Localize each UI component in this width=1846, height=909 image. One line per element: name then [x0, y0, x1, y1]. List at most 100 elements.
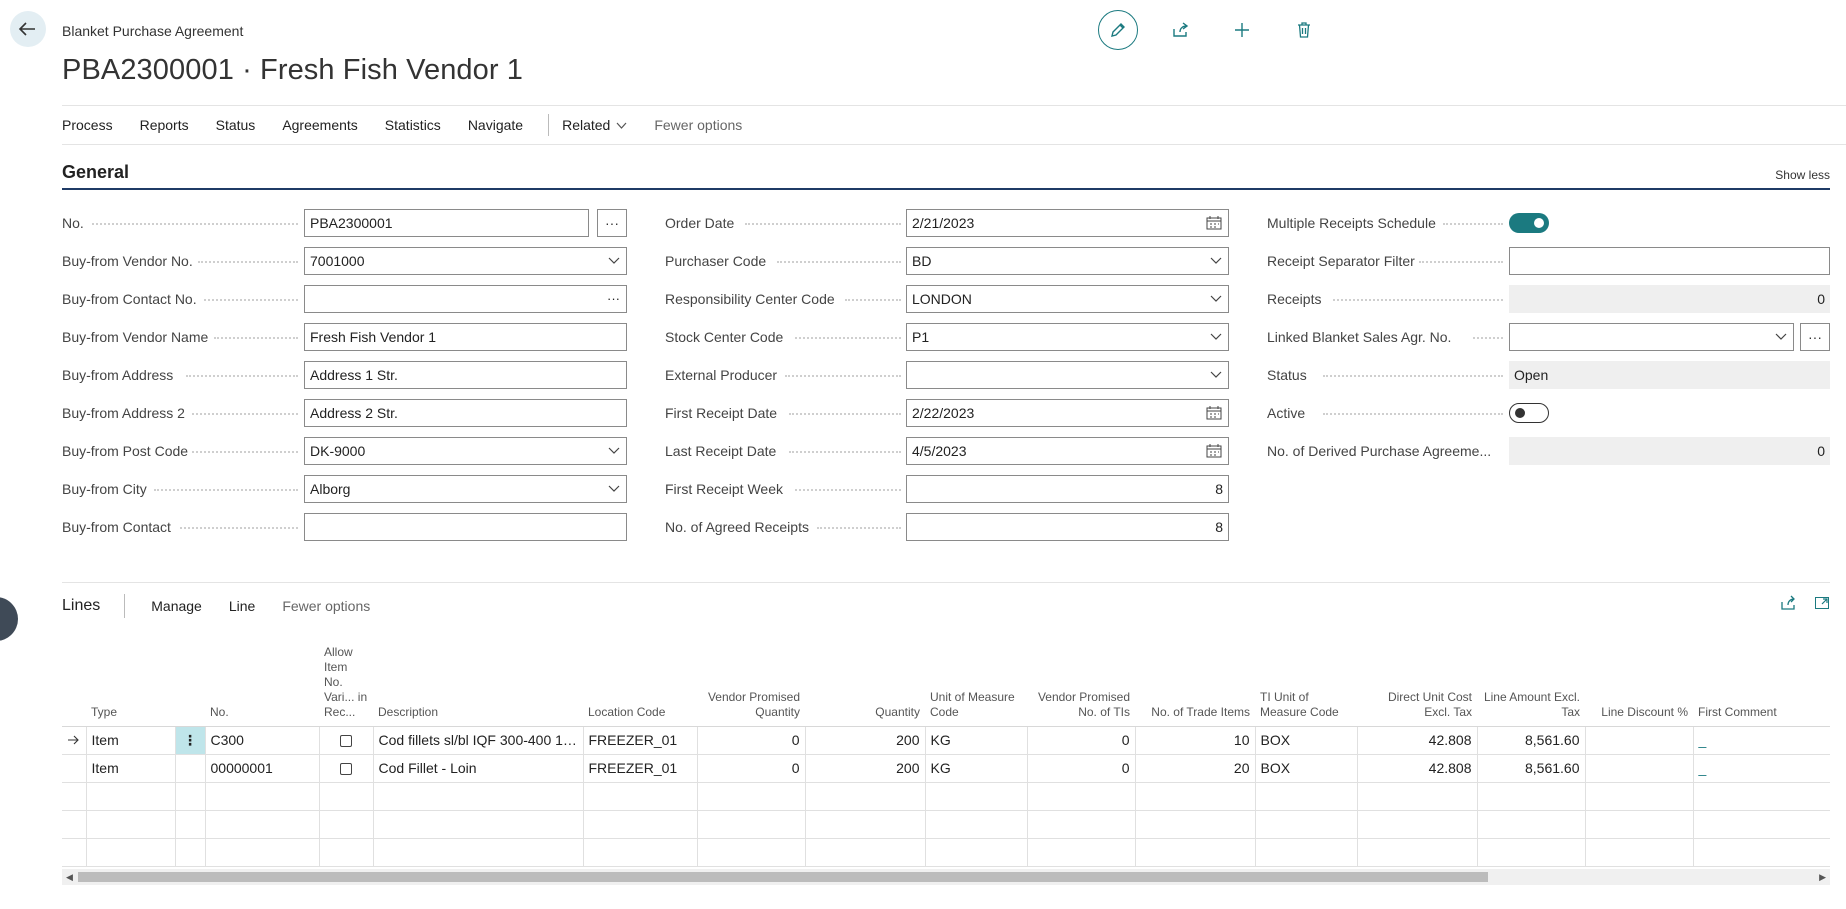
empty-cell[interactable] — [1135, 782, 1256, 811]
first-receipt-date-input[interactable]: 2/22/2023 — [906, 399, 1229, 427]
multiple-receipts-schedule-toggle[interactable] — [1509, 213, 1549, 233]
cell-quantity[interactable]: 200 — [805, 726, 926, 755]
cell-vendor-tis[interactable]: 0 — [1027, 754, 1136, 783]
show-less-button[interactable]: Show less — [1775, 168, 1830, 182]
share-icon[interactable] — [1780, 595, 1796, 614]
col-header-description[interactable]: Description — [373, 628, 583, 727]
empty-cell[interactable] — [805, 838, 926, 867]
empty-cell[interactable] — [583, 838, 698, 867]
empty-cell[interactable] — [1693, 838, 1830, 867]
cell-ti-uom[interactable]: BOX — [1255, 726, 1358, 755]
empty-cell[interactable] — [925, 838, 1028, 867]
empty-row[interactable] — [62, 810, 1830, 839]
cell-no[interactable]: 00000001 — [205, 754, 320, 783]
cell-first-comment[interactable]: _ — [1693, 754, 1830, 783]
empty-cell[interactable] — [175, 782, 206, 811]
empty-cell[interactable] — [205, 782, 320, 811]
empty-cell[interactable] — [1693, 782, 1830, 811]
col-header-line-amount[interactable]: Line Amount Excl. Tax — [1477, 628, 1585, 727]
empty-cell[interactable] — [175, 838, 206, 867]
horizontal-scrollbar[interactable]: ◀ ▶ — [62, 869, 1830, 885]
cell-no[interactable]: C300 — [205, 726, 320, 755]
empty-cell[interactable] — [1027, 782, 1136, 811]
no-assist-button[interactable]: ··· — [597, 209, 627, 237]
scroll-right-icon[interactable]: ▶ — [1819, 872, 1826, 882]
empty-cell[interactable] — [373, 782, 584, 811]
cell-discount[interactable] — [1585, 726, 1694, 755]
purchaser-code-select[interactable]: BD — [906, 247, 1229, 275]
col-header-allow-variant[interactable]: Allow Item No. Vari... in Rec... — [319, 628, 373, 727]
cell-line-amount[interactable]: 8,561.60 — [1477, 754, 1586, 783]
empty-cell[interactable] — [175, 810, 206, 839]
cell-line-amount[interactable]: 8,561.60 — [1477, 726, 1586, 755]
new-button[interactable] — [1222, 10, 1262, 50]
expand-icon[interactable] — [1814, 595, 1830, 614]
contact-input[interactable] — [304, 513, 627, 541]
order-date-input[interactable]: 2/21/2023 — [906, 209, 1229, 237]
menu-agreements[interactable]: Agreements — [282, 117, 358, 133]
empty-cell[interactable] — [1255, 810, 1358, 839]
post-code-select[interactable]: DK-9000 — [304, 437, 627, 465]
cell-quantity[interactable]: 200 — [805, 754, 926, 783]
calendar-icon[interactable] — [1206, 400, 1222, 426]
first-receipt-week-input[interactable]: 8 — [906, 475, 1229, 503]
menu-related[interactable]: Related — [562, 117, 627, 133]
empty-cell[interactable] — [697, 810, 806, 839]
receipt-separator-filter-input[interactable] — [1509, 247, 1830, 275]
cell-allow-variant[interactable] — [319, 754, 374, 783]
col-header-ti-uom[interactable]: TI Unit of Measure Code — [1255, 628, 1357, 727]
lines-line-button[interactable]: Line — [228, 597, 256, 614]
cell-vendor-tis[interactable]: 0 — [1027, 726, 1136, 755]
cell-unit-cost[interactable]: 42.808 — [1357, 726, 1478, 755]
empty-cell[interactable] — [1027, 838, 1136, 867]
allow-variant-checkbox[interactable] — [340, 763, 352, 776]
calendar-icon[interactable] — [1206, 210, 1222, 236]
empty-cell[interactable] — [1357, 782, 1478, 811]
empty-cell[interactable] — [1135, 838, 1256, 867]
cell-description[interactable]: Cod Fillet - Loin — [373, 754, 584, 783]
col-header-uom[interactable]: Unit of Measure Code — [925, 628, 1027, 727]
col-header-unit-cost[interactable]: Direct Unit Cost Excl. Tax — [1357, 628, 1477, 727]
empty-cell[interactable] — [1255, 838, 1358, 867]
empty-cell[interactable] — [583, 810, 698, 839]
col-header-location[interactable]: Location Code — [583, 628, 697, 727]
empty-cell[interactable] — [1135, 810, 1256, 839]
empty-cell[interactable] — [319, 782, 374, 811]
col-header-trade-items[interactable]: No. of Trade Items — [1135, 628, 1255, 727]
col-header-no[interactable]: No. — [205, 628, 319, 727]
empty-cell[interactable] — [925, 782, 1028, 811]
col-header-quantity[interactable]: Quantity — [805, 628, 925, 727]
table-row[interactable]: Item ⋮ C300 Cod fillets sl/bl IQF 300-40… — [62, 726, 1830, 755]
cell-first-comment[interactable]: _ — [1693, 726, 1830, 755]
empty-cell[interactable] — [1255, 782, 1358, 811]
stock-center-select[interactable]: P1 — [906, 323, 1229, 351]
empty-cell[interactable] — [319, 810, 374, 839]
empty-cell[interactable] — [697, 838, 806, 867]
cell-uom[interactable]: KG — [925, 754, 1028, 783]
empty-cell[interactable] — [697, 782, 806, 811]
fewer-options-button[interactable]: Fewer options — [654, 117, 743, 133]
contact-no-input[interactable]: ··· — [304, 285, 627, 313]
empty-cell[interactable] — [1477, 810, 1586, 839]
empty-cell[interactable] — [1357, 838, 1478, 867]
agreed-receipts-input[interactable]: 8 — [906, 513, 1229, 541]
empty-cell[interactable] — [1693, 810, 1830, 839]
row-menu-button[interactable]: ⋮ — [175, 726, 206, 755]
col-header-vendor-qty[interactable]: Vendor Promised Quantity — [697, 628, 805, 727]
calendar-icon[interactable] — [1206, 438, 1222, 464]
vendor-name-input[interactable]: Fresh Fish Vendor 1 — [304, 323, 627, 351]
cell-trade-items[interactable]: 20 — [1135, 754, 1256, 783]
cell-location[interactable]: FREEZER_01 — [583, 726, 698, 755]
empty-cell[interactable] — [1477, 782, 1586, 811]
empty-cell[interactable] — [1357, 810, 1478, 839]
row-menu-cell[interactable] — [175, 754, 206, 783]
cell-ti-uom[interactable]: BOX — [1255, 754, 1358, 783]
empty-cell[interactable] — [373, 838, 584, 867]
scrollbar-thumb[interactable] — [78, 872, 1488, 882]
col-header-type[interactable]: Type — [86, 628, 175, 727]
menu-reports[interactable]: Reports — [139, 117, 189, 133]
delete-button[interactable] — [1284, 10, 1324, 50]
cell-description[interactable]: Cod fillets sl/bl IQF 300-400 1x... — [373, 726, 584, 755]
col-header-first-comment[interactable]: First Comment — [1693, 628, 1830, 727]
cell-vendor-qty[interactable]: 0 — [697, 726, 806, 755]
